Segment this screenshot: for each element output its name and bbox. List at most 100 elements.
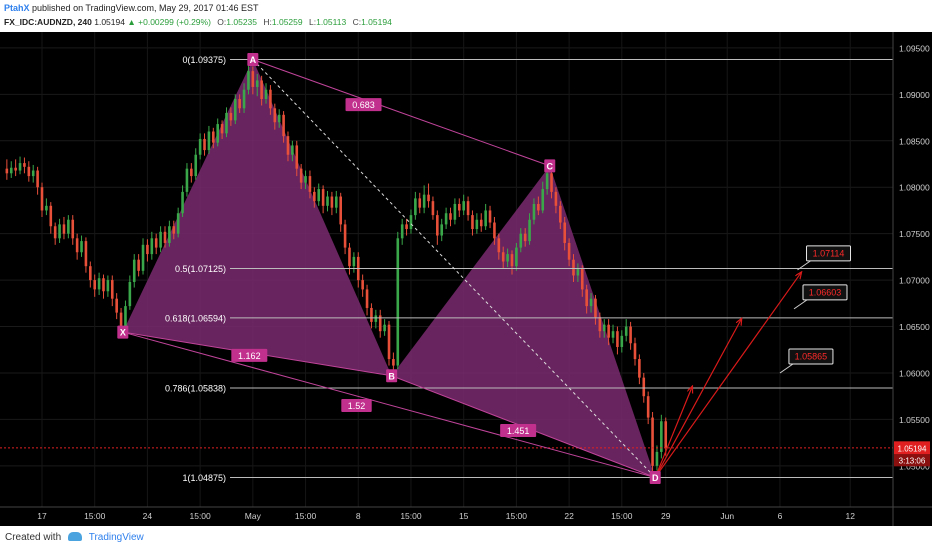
candle-body xyxy=(5,168,9,174)
point-box xyxy=(386,369,398,383)
candle-body xyxy=(212,131,215,143)
symbol-name: FX_IDC:AUDNZD, 240 xyxy=(4,17,92,27)
point-label: D xyxy=(652,473,659,483)
time-tick-label: 12 xyxy=(845,511,855,521)
candle-body xyxy=(40,187,44,211)
price-tick-label: 1.05000 xyxy=(899,461,930,471)
candle-body xyxy=(255,80,259,87)
time-tick-label: 15:00 xyxy=(611,511,633,521)
time-tick-label: May xyxy=(245,511,262,521)
candle-body xyxy=(154,238,158,248)
timer-label: 3:13:06 xyxy=(899,456,926,465)
candle-body xyxy=(36,170,39,188)
timer-box xyxy=(894,454,930,467)
symbol-line: FX_IDC:AUDNZD, 240 1.05194 ▲ +0.00299 (+… xyxy=(4,17,392,27)
candle-body xyxy=(27,166,31,177)
candle-body xyxy=(339,196,342,225)
candle-body xyxy=(576,268,580,276)
candle-body xyxy=(80,241,83,253)
candle-body xyxy=(493,222,496,239)
projection-arrow xyxy=(654,273,801,478)
price-tick-label: 1.07500 xyxy=(899,229,930,239)
created-with-text: Created with xyxy=(5,532,62,543)
candle-body xyxy=(528,219,531,242)
candle-body xyxy=(132,259,136,282)
candle-body xyxy=(137,259,140,271)
time-tick-label: 15:00 xyxy=(506,511,528,521)
candle-body xyxy=(269,89,272,109)
price-tick-label: 1.05500 xyxy=(899,415,930,425)
candle-body xyxy=(203,138,206,151)
candle-body xyxy=(238,99,241,109)
ratio-label: 1.52 xyxy=(348,401,366,411)
ratio-label: 1.451 xyxy=(507,426,530,436)
candle-body xyxy=(488,210,492,223)
candle-body xyxy=(9,167,13,174)
candle-body xyxy=(277,114,281,123)
ratio-label: 0.683 xyxy=(352,100,375,110)
candle-body xyxy=(392,359,395,366)
candle-body xyxy=(418,198,422,208)
up-arrow-icon: ▲ xyxy=(127,17,136,27)
candle-body xyxy=(497,238,501,253)
candle-body xyxy=(409,215,413,230)
candle-body xyxy=(229,112,233,121)
time-tick-label: 17 xyxy=(37,511,47,521)
tradingview-logo-icon xyxy=(67,532,82,541)
candle-body xyxy=(545,173,549,190)
ratio-box xyxy=(231,348,268,362)
price-tick-label: 1.08500 xyxy=(899,136,930,146)
candle-body xyxy=(572,259,575,276)
candle-body xyxy=(168,226,171,243)
candle-body xyxy=(308,176,312,192)
price-change: +0.00299 (+0.29%) xyxy=(138,17,211,27)
candle-body xyxy=(295,145,299,169)
ratio-box xyxy=(345,98,382,112)
candle-body xyxy=(352,256,356,267)
candle-body xyxy=(247,71,250,90)
candle-body xyxy=(225,112,228,134)
tradingview-link[interactable]: TradingView xyxy=(88,532,144,543)
candle-body xyxy=(67,219,70,234)
time-tick-label: 15:00 xyxy=(295,511,317,521)
candle-body xyxy=(119,312,123,327)
price-tick-label: 1.06500 xyxy=(899,322,930,332)
candle-body xyxy=(506,254,509,262)
fib-label: 0(1.09375) xyxy=(182,55,226,65)
xd-line xyxy=(122,331,656,478)
candle-body xyxy=(436,215,439,236)
ad-dashed-line xyxy=(252,59,656,478)
candle-body xyxy=(559,205,562,223)
candle-body xyxy=(93,280,97,290)
projections xyxy=(654,273,801,478)
candle-body xyxy=(89,266,92,281)
candle-body xyxy=(462,201,465,211)
candle-body xyxy=(616,331,619,347)
candle-body xyxy=(383,324,386,332)
candle-body xyxy=(343,224,347,248)
price-chart[interactable]: 0(1.09375) 0.5(1.07125) 0.618(1.06594) 0.78… xyxy=(0,32,932,526)
candle-body xyxy=(638,359,641,378)
ohlc-close-key: C: xyxy=(352,17,362,27)
target-label: 1.07114 xyxy=(813,248,845,258)
candle-body xyxy=(49,205,53,227)
candle-body xyxy=(194,154,198,177)
candle-body xyxy=(181,191,184,214)
ohlc-low-key: L: xyxy=(309,17,317,27)
candle-body xyxy=(589,298,593,307)
candle-body xyxy=(71,219,75,239)
created-with: Created with TradingView xyxy=(5,532,144,543)
time-tick-label: 6 xyxy=(778,511,783,521)
candle-body xyxy=(361,280,364,290)
ohlc-high-value: 1.05259 xyxy=(271,17,303,27)
author-link[interactable]: PtahX xyxy=(4,3,30,13)
candle-body xyxy=(479,219,483,227)
candle-body xyxy=(431,201,435,216)
target-box xyxy=(788,348,834,365)
candle-body xyxy=(14,167,17,171)
candle-body xyxy=(150,238,154,255)
target-box xyxy=(802,284,848,301)
price-tick-label: 1.07000 xyxy=(899,276,930,286)
fib-label: 0.5(1.07125) xyxy=(175,264,226,274)
candle-body xyxy=(624,326,628,336)
